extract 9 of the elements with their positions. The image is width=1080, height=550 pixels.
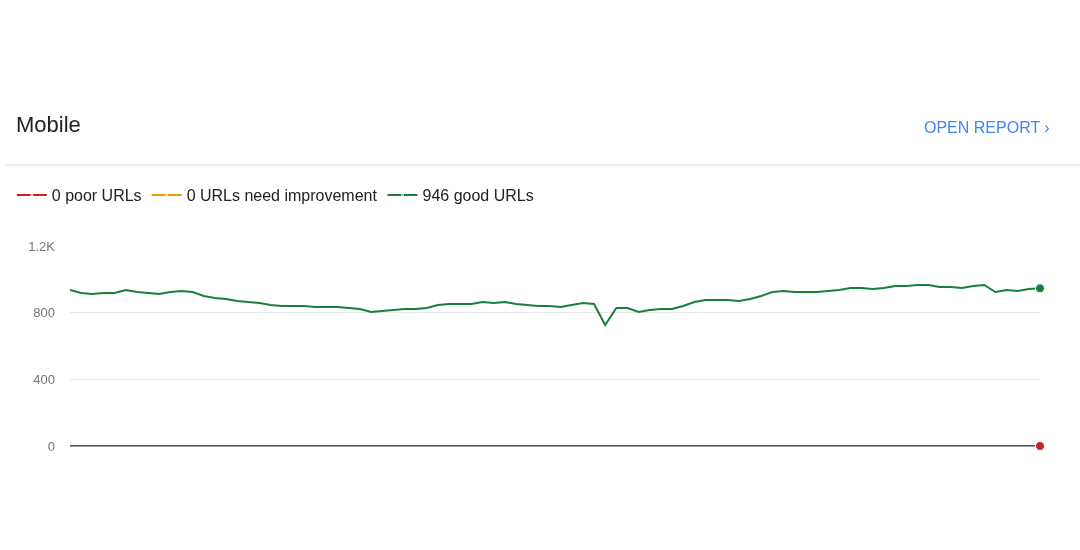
legend-label: 946 good URLs: [422, 187, 534, 205]
chart-title: Mobile: [16, 111, 81, 137]
y-tick-label: 1.2K: [28, 238, 56, 254]
text: OPEN REPORT ›: [924, 119, 1050, 136]
y-tick-label: 800: [33, 305, 55, 321]
legend-label: 0 URLs need improvement: [186, 187, 378, 205]
legend-label: 0 poor URLs: [51, 187, 142, 205]
y-tick-label: 0: [47, 438, 55, 454]
y-tick-label: 400: [33, 371, 55, 387]
